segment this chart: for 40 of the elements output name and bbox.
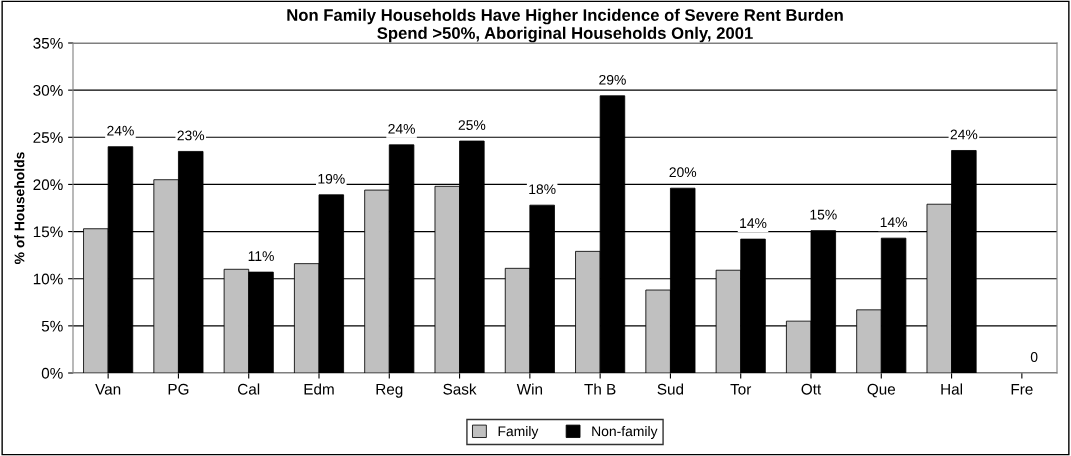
x-tick-label: Sud	[657, 383, 684, 395]
x-tick-label: Hal	[941, 383, 963, 395]
data-label: 15%	[810, 209, 837, 220]
chart-title: Non Family Households Have Higher Incidence of Severe Rent Burden Spend >50%, Aboriginal Households Only, 2001	[287, 8, 843, 43]
data-label: 19%	[318, 173, 345, 184]
x-tick-label: Fre	[1011, 383, 1033, 395]
data-label: 24%	[388, 123, 415, 134]
x-tick-label: Sask	[443, 383, 477, 395]
data-label: 25%	[458, 120, 486, 130]
data-label: 29%	[599, 74, 626, 85]
y-tick-label: 5%	[41, 320, 63, 332]
y-tick-label: 0%	[41, 367, 63, 379]
x-tick-label: Th B	[584, 383, 616, 395]
x-tick-label: Win	[516, 383, 543, 395]
data-label: 14%	[740, 218, 767, 228]
x-tick-label: Reg	[376, 383, 403, 398]
x-tick-label: Tor	[730, 383, 752, 395]
data-label: 11%	[248, 251, 274, 261]
data-label: 24%	[950, 129, 978, 140]
x-tick-label: Que	[867, 383, 896, 398]
data-label: 23%	[177, 130, 205, 141]
data-label: 20%	[669, 167, 697, 178]
y-tick-label: 20%	[33, 179, 63, 191]
x-tick-label: PG	[168, 383, 189, 395]
data-label: 24%	[107, 125, 134, 136]
data-label: 18%	[529, 184, 556, 195]
data-label: 14%	[880, 217, 907, 228]
y-tick-label: 15%	[33, 226, 63, 238]
x-tick-label: Ott	[801, 383, 822, 395]
y-tick-label: 25%	[33, 132, 63, 143]
x-tick-label: Edm	[304, 383, 334, 395]
x-tick-label: Cal	[238, 383, 260, 395]
data-label: 0	[1030, 352, 1038, 362]
x-tick-label: Van	[95, 383, 121, 395]
legend-label: Non-family	[592, 426, 658, 439]
y-tick-label: 30%	[33, 85, 63, 96]
y-tick-label: 10%	[33, 273, 63, 285]
y-axis-title: % of Households	[14, 152, 25, 264]
y-tick-label: 35%	[33, 37, 63, 49]
legend-label: Family	[498, 426, 539, 439]
